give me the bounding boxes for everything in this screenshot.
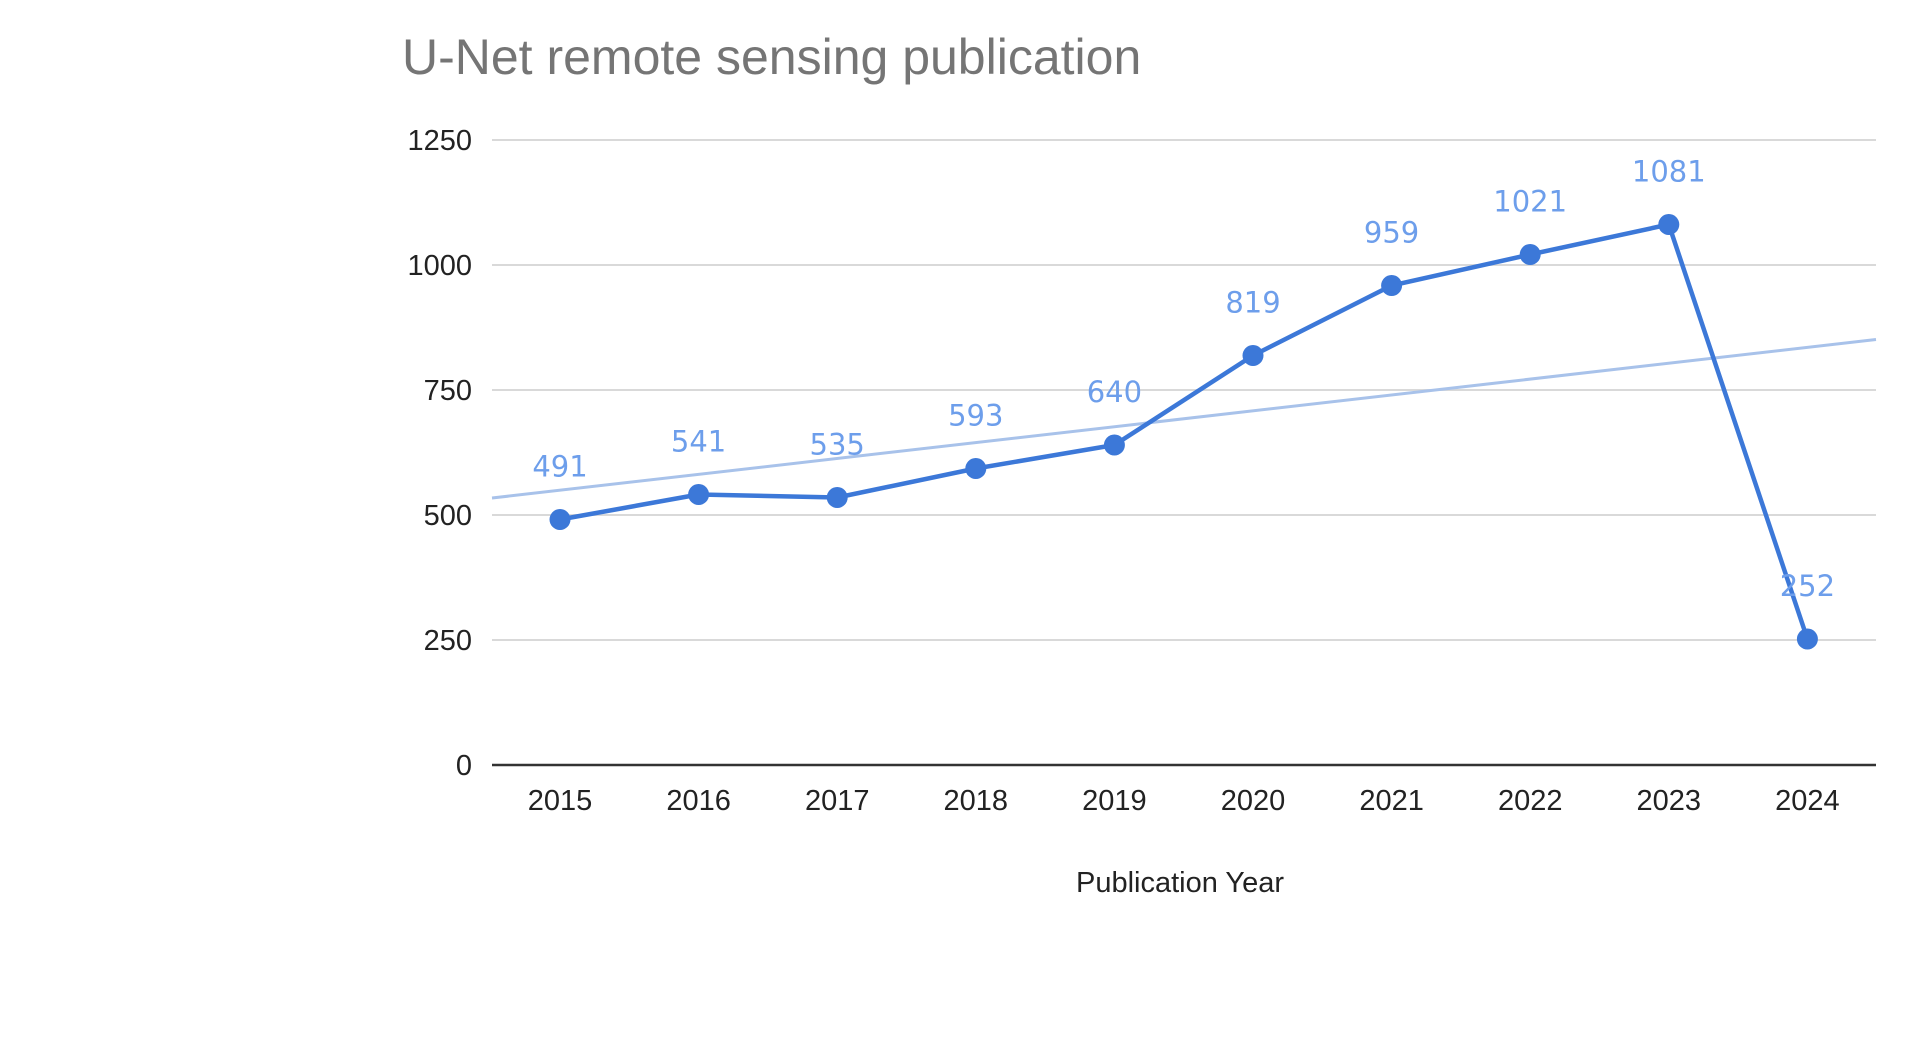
x-tick-label: 2022: [1498, 785, 1563, 817]
x-tick-label: 2020: [1221, 785, 1286, 817]
data-point[interactable]: [1658, 214, 1680, 235]
x-tick-label: 2015: [528, 785, 593, 817]
x-axis-title: Publication Year: [1076, 867, 1284, 899]
data-point[interactable]: [1796, 628, 1818, 650]
data-point[interactable]: [1242, 345, 1264, 366]
data-point[interactable]: [688, 484, 710, 505]
series-line: [557, 222, 1810, 642]
data-label: 491: [532, 450, 587, 484]
data-label: 1081: [1632, 155, 1706, 189]
x-tick-label: 2024: [1775, 785, 1840, 817]
x-tick-label: 2016: [666, 785, 731, 817]
data-label: 959: [1364, 216, 1419, 250]
data-label: 535: [810, 428, 865, 462]
trendline: [491, 338, 1877, 500]
data-point[interactable]: [1381, 275, 1403, 296]
chart-title: U-Net remote sensing publication: [402, 29, 1141, 85]
x-tick-label: 2019: [1082, 785, 1147, 817]
data-label: 1021: [1493, 185, 1567, 219]
y-axis-tick-labels: 0 250 500 750 1000 1250: [407, 125, 472, 782]
data-point[interactable]: [549, 509, 571, 530]
y-tick-label: 1250: [407, 125, 472, 157]
data-point[interactable]: [826, 487, 848, 508]
y-tick-label: 750: [424, 375, 472, 407]
data-label: 541: [671, 425, 726, 459]
y-tick-label: 0: [456, 750, 472, 782]
y-tick-label: 500: [424, 500, 472, 532]
data-label: 819: [1225, 286, 1280, 320]
trendline-layer: [491, 338, 1877, 500]
data-label: 593: [948, 399, 1003, 433]
series-layer: [549, 214, 1818, 650]
data-label: 640: [1087, 375, 1142, 409]
data-point[interactable]: [1103, 434, 1125, 456]
data-label: 252: [1780, 569, 1835, 603]
x-tick-label: 2018: [944, 785, 1009, 817]
y-tick-label: 1000: [407, 250, 472, 282]
x-axis-tick-labels: 2015 2016 2017 2018 2019 2020 2021 2022 2023 2024: [528, 785, 1840, 817]
x-tick-label: 2023: [1637, 785, 1702, 817]
data-labels: 491 541 535 593 640 819 959 1021 1081 252: [532, 155, 1835, 604]
gridlines: [492, 139, 1876, 767]
x-tick-label: 2017: [805, 785, 870, 817]
data-point[interactable]: [965, 458, 987, 479]
y-tick-label: 250: [424, 625, 472, 657]
data-point[interactable]: [1519, 244, 1541, 265]
x-tick-label: 2021: [1359, 785, 1424, 817]
